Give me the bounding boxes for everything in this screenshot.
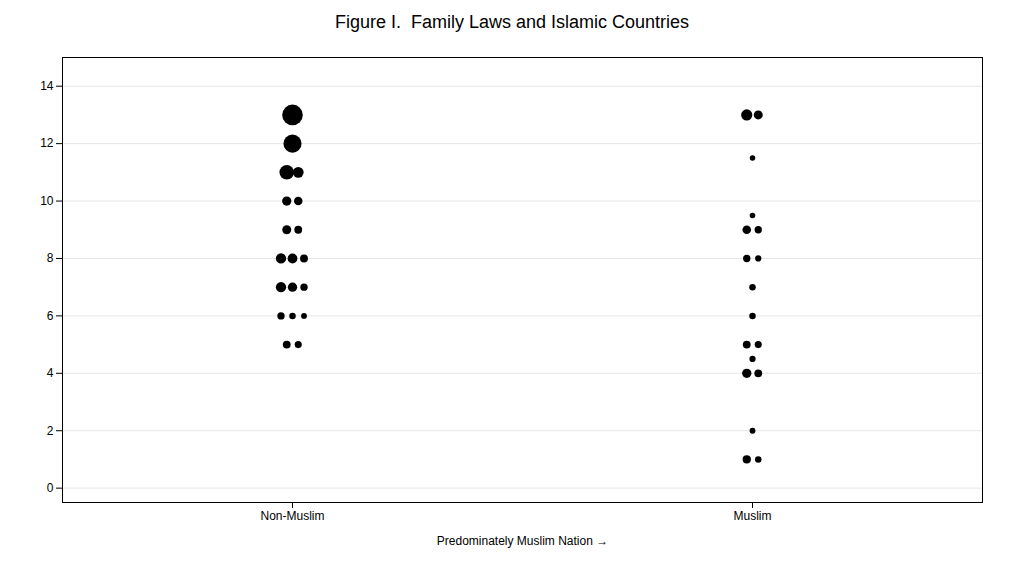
svg-text:2: 2 [47, 424, 54, 438]
svg-text:Muslim: Muslim [734, 509, 772, 523]
svg-text:12: 12 [40, 136, 54, 150]
svg-text:8: 8 [47, 251, 54, 265]
svg-text:0: 0 [47, 481, 54, 495]
svg-text:Non-Muslim: Non-Muslim [260, 509, 324, 523]
svg-text:Predominately Muslim Nation →: Predominately Muslim Nation → [437, 534, 608, 548]
html-text:Figure I. Family Laws and Isla: Figure I. Family Laws and Islamic Countr… [334, 12, 690, 32]
svg-text:10: 10 [40, 194, 54, 208]
svg-text:4: 4 [47, 366, 54, 380]
svg-text:6: 6 [47, 309, 54, 323]
svg-text:14: 14 [40, 79, 54, 93]
